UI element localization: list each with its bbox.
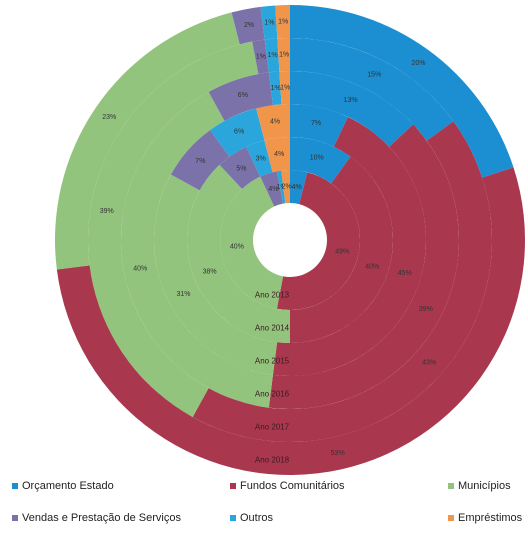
value-label: 38% <box>203 269 217 276</box>
ring-segment <box>208 72 273 121</box>
value-label: 1% <box>280 84 290 91</box>
value-label: 2% <box>282 183 292 190</box>
ring-label: Ano 2018 <box>255 456 290 465</box>
ring-segment <box>272 116 427 377</box>
legend-swatch <box>12 483 18 489</box>
value-label: 40% <box>133 265 147 272</box>
ring-segment <box>87 41 259 418</box>
value-label: 23% <box>102 114 116 121</box>
ring-segment <box>264 38 280 73</box>
ring-segment <box>219 146 261 189</box>
ring-segment <box>264 137 290 173</box>
value-label: 3% <box>256 155 266 162</box>
value-label: 1% <box>279 51 289 58</box>
value-label: 1% <box>264 19 274 26</box>
ring-label: Ano 2016 <box>255 390 290 399</box>
value-label: 6% <box>238 92 248 99</box>
value-label: 1% <box>271 85 281 92</box>
ring-segment <box>55 12 240 270</box>
value-label: 4% <box>292 184 302 191</box>
ring-segment <box>290 5 514 178</box>
value-label: 2% <box>244 22 254 29</box>
legend-label: Municípios <box>458 480 511 492</box>
legend-label: Outros <box>240 512 274 524</box>
value-label: 40% <box>365 264 379 271</box>
value-label: 43% <box>422 360 436 367</box>
value-label: 20% <box>411 60 425 67</box>
legend-label: Vendas e Prestação de Serviços <box>22 512 181 524</box>
value-label: 53% <box>331 450 345 457</box>
ring-segment <box>276 170 286 204</box>
ring-segment <box>260 5 278 40</box>
value-label: 6% <box>234 129 244 136</box>
ring-segment <box>279 71 290 105</box>
legend-label: Fundos Comunitários <box>240 480 345 492</box>
value-label: 1% <box>278 18 288 25</box>
ring-segment <box>275 5 290 39</box>
legend-swatch <box>448 483 454 489</box>
value-label: 49% <box>335 249 349 256</box>
ring-segment <box>120 91 273 408</box>
ring-segment <box>252 39 269 74</box>
legend-label: Orçamento Estado <box>22 480 114 492</box>
ring-segment <box>290 137 351 184</box>
value-label: 1% <box>277 184 287 191</box>
ring-segment <box>276 172 361 311</box>
value-label: 7% <box>195 158 205 165</box>
ring-segment <box>231 6 265 45</box>
value-label: 31% <box>177 291 191 298</box>
value-label: 39% <box>419 306 433 313</box>
value-label: 1% <box>256 54 266 61</box>
ring-segment <box>186 164 290 343</box>
legend-swatch <box>230 483 236 489</box>
value-label: 13% <box>344 97 358 104</box>
ring-segment <box>281 170 290 204</box>
ring-segment <box>290 38 454 141</box>
value-label: 40% <box>230 244 244 251</box>
ring-segment <box>260 171 284 207</box>
value-label: 10% <box>310 155 324 162</box>
ring-segment <box>170 129 230 191</box>
legend-swatch <box>12 515 18 521</box>
ring-segment <box>290 71 414 147</box>
ring-label: Ano 2015 <box>255 357 290 366</box>
ring-segment <box>210 108 265 157</box>
ring-label: Ano 2013 <box>255 291 290 300</box>
ring-segment <box>153 174 278 375</box>
legend-label: Empréstimos <box>458 512 523 524</box>
value-label: 39% <box>100 208 114 215</box>
ring-segment <box>290 170 308 205</box>
ring-segment <box>192 121 492 443</box>
value-label: 7% <box>311 120 321 127</box>
value-label: 4% <box>268 186 278 193</box>
ring-segment <box>290 104 348 147</box>
ring-segment <box>290 156 393 343</box>
ring-label: Ano 2014 <box>255 324 290 333</box>
legend-swatch <box>230 515 236 521</box>
value-label: 4% <box>270 118 280 125</box>
legend-swatch <box>448 515 454 521</box>
value-label: 15% <box>367 72 381 79</box>
value-label: 4% <box>274 151 284 158</box>
ring-segment <box>220 176 284 309</box>
ring-segment <box>277 38 290 72</box>
value-label: 45% <box>398 270 412 277</box>
value-label: 5% <box>236 165 246 172</box>
ring-segment <box>246 140 273 177</box>
ring-segment <box>268 124 460 410</box>
ring-segment <box>256 104 290 141</box>
value-label: 1% <box>267 52 277 59</box>
ring-label: Ano 2017 <box>255 423 290 432</box>
ring-segment <box>268 71 282 106</box>
